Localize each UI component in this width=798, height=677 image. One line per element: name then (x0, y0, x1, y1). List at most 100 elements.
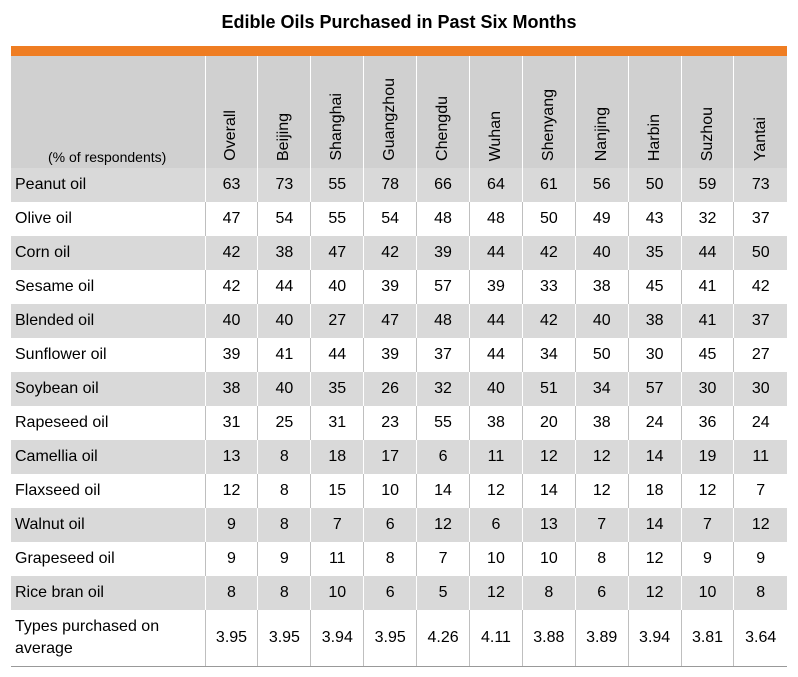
table-cell: 14 (628, 440, 682, 474)
table-cell: 6 (363, 576, 418, 610)
table-cell: 44 (469, 304, 523, 338)
table-cell: 40 (469, 372, 523, 406)
table-cell: 14 (522, 474, 576, 508)
table-cell: 5 (416, 576, 470, 610)
table-cell: 44 (469, 338, 523, 372)
table-cell: 9 (205, 508, 259, 542)
table-row: Types purchased on average 3.95 3.95 3.94 3.… (11, 610, 787, 666)
table-cell: 10 (310, 576, 365, 610)
table-cell: 4.26 (416, 610, 470, 666)
column-header: Yantai (733, 56, 787, 168)
table-cell: 27 (310, 304, 365, 338)
table-cell: 8 (733, 576, 787, 610)
table-cell: 39 (363, 338, 418, 372)
table-cell: 14 (628, 508, 682, 542)
table-cell: 12 (733, 508, 787, 542)
table-cell: 36 (681, 406, 735, 440)
table-cell: 56 (575, 168, 629, 202)
table-cell: 25 (257, 406, 312, 440)
table-cell: 37 (733, 202, 787, 236)
column-header-label: Guangzhou (381, 78, 399, 161)
table-cell: 30 (628, 338, 682, 372)
table-cell: 73 (733, 168, 787, 202)
table-cell: 12 (469, 576, 523, 610)
table-row: Olive oil 47 54 55 54 48 48 50 49 43 32 37 (11, 202, 787, 236)
column-header-label: Suzhou (698, 106, 716, 161)
column-header: Shanghai (310, 56, 365, 168)
table-cell: 8 (575, 542, 629, 576)
table-cell: 43 (628, 202, 682, 236)
table-cell: 59 (681, 168, 735, 202)
table-cell: 45 (628, 270, 682, 304)
table-cell: 35 (628, 236, 682, 270)
table-cell: 38 (575, 270, 629, 304)
table-cell: 7 (575, 508, 629, 542)
row-label: Rapeseed oil (11, 406, 206, 440)
table-cell: 8 (522, 576, 576, 610)
table-cell: 34 (575, 372, 629, 406)
table-cell: 13 (205, 440, 259, 474)
table-cell: 55 (310, 168, 365, 202)
table-cell: 48 (416, 304, 470, 338)
table-cell: 39 (205, 338, 259, 372)
table-cell: 44 (681, 236, 735, 270)
table-cell: 12 (469, 474, 523, 508)
table-cell: 20 (522, 406, 576, 440)
table-body: Peanut oil 63 73 55 78 66 64 61 56 50 59 73 Olive oi… (11, 168, 787, 666)
table-cell: 8 (257, 508, 312, 542)
table-cell: 30 (681, 372, 735, 406)
column-header: Overall (205, 56, 259, 168)
table-cell: 6 (469, 508, 523, 542)
table-cell: 42 (522, 236, 576, 270)
table-cell: 35 (310, 372, 365, 406)
table-cell: 7 (733, 474, 787, 508)
table-cell: 10 (469, 542, 523, 576)
table-cell: 12 (205, 474, 259, 508)
table-row: Grapeseed oil 9 9 11 8 7 10 10 8 12 9 9 (11, 542, 787, 576)
column-header: Wuhan (469, 56, 523, 168)
table-cell: 39 (469, 270, 523, 304)
table-cell: 73 (257, 168, 312, 202)
table-cell: 11 (469, 440, 523, 474)
table-row: Walnut oil 9 8 7 6 12 6 13 7 14 7 12 (11, 508, 787, 542)
table-cell: 40 (575, 304, 629, 338)
table-cell: 8 (205, 576, 259, 610)
row-label: Sesame oil (11, 270, 206, 304)
table-cell: 3.89 (575, 610, 629, 666)
table-cell: 48 (469, 202, 523, 236)
table-cell: 38 (628, 304, 682, 338)
table-cell: 3.95 (257, 610, 312, 666)
table-cell: 49 (575, 202, 629, 236)
table-cell: 13 (522, 508, 576, 542)
table-cell: 3.94 (628, 610, 682, 666)
table-cell: 12 (416, 508, 470, 542)
column-header-label: Shenyang (539, 88, 557, 161)
table-cell: 12 (628, 576, 682, 610)
accent-bar (11, 46, 787, 56)
table-cell: 33 (522, 270, 576, 304)
unit-label: (% of respondents) (11, 56, 206, 168)
table-cell: 12 (522, 440, 576, 474)
table-cell: 44 (469, 236, 523, 270)
table-cell: 40 (257, 304, 312, 338)
table-cell: 40 (205, 304, 259, 338)
table-cell: 78 (363, 168, 418, 202)
table-cell: 32 (681, 202, 735, 236)
column-header-label: Yantai (751, 116, 769, 161)
table-cell: 32 (416, 372, 470, 406)
table-cell: 57 (628, 372, 682, 406)
table-cell: 34 (522, 338, 576, 372)
data-table: (% of respondents) Overall Beijing Shangha… (11, 56, 787, 666)
table-cell: 10 (363, 474, 418, 508)
table-cell: 18 (310, 440, 365, 474)
table-cell: 30 (733, 372, 787, 406)
column-header-label: Harbin (645, 113, 663, 161)
table-cell: 38 (469, 406, 523, 440)
table-row: Sunflower oil 39 41 44 39 37 44 34 50 30 45 27 (11, 338, 787, 372)
table-cell: 24 (628, 406, 682, 440)
table-cell: 42 (363, 236, 418, 270)
table-cell: 51 (522, 372, 576, 406)
table-cell: 39 (416, 236, 470, 270)
table-cell: 54 (363, 202, 418, 236)
table-cell: 18 (628, 474, 682, 508)
